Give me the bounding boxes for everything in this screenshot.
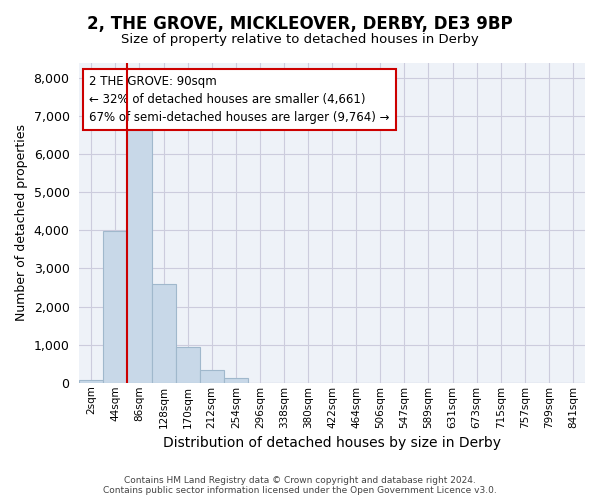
Text: 2 THE GROVE: 90sqm
← 32% of detached houses are smaller (4,661)
67% of semi-deta: 2 THE GROVE: 90sqm ← 32% of detached hou… [89,76,390,124]
Bar [79,380,103,383]
Bar [200,370,224,383]
Y-axis label: Number of detached properties: Number of detached properties [15,124,28,321]
Bar [152,284,176,383]
Text: 2, THE GROVE, MICKLEOVER, DERBY, DE3 9BP: 2, THE GROVE, MICKLEOVER, DERBY, DE3 9BP [87,15,513,33]
Bar [224,378,248,383]
Bar [127,130,152,383]
Text: Contains HM Land Registry data © Crown copyright and database right 2024.
Contai: Contains HM Land Registry data © Crown c… [103,476,497,495]
Bar [176,346,200,383]
Text: Size of property relative to detached houses in Derby: Size of property relative to detached ho… [121,32,479,46]
X-axis label: Distribution of detached houses by size in Derby: Distribution of detached houses by size … [163,436,501,450]
Bar [103,231,127,383]
